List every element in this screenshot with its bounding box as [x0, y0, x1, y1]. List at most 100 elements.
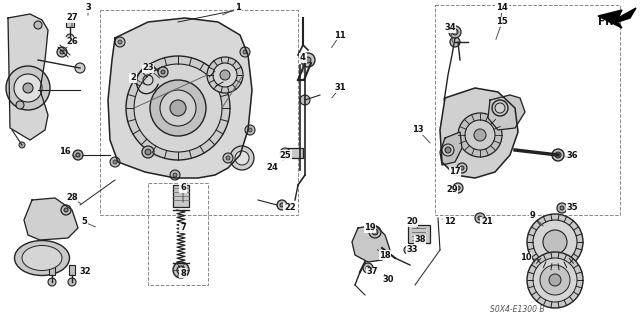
Circle shape — [543, 230, 567, 254]
Circle shape — [240, 47, 250, 57]
Circle shape — [226, 156, 230, 160]
Circle shape — [220, 70, 230, 80]
Circle shape — [173, 173, 177, 177]
Circle shape — [457, 163, 467, 173]
Circle shape — [160, 90, 196, 126]
Text: 37: 37 — [366, 268, 378, 277]
Ellipse shape — [22, 246, 62, 271]
Circle shape — [230, 146, 254, 170]
Circle shape — [300, 95, 310, 105]
Circle shape — [245, 125, 255, 135]
Circle shape — [527, 252, 583, 308]
Circle shape — [66, 34, 74, 42]
Circle shape — [73, 150, 83, 160]
Text: 20: 20 — [406, 218, 418, 226]
Circle shape — [243, 50, 247, 54]
Text: 27: 27 — [66, 13, 78, 23]
Text: 7: 7 — [180, 224, 186, 233]
Circle shape — [213, 63, 237, 87]
Circle shape — [560, 206, 564, 210]
Text: 34: 34 — [444, 24, 456, 33]
Circle shape — [465, 120, 495, 150]
Circle shape — [366, 266, 370, 270]
Circle shape — [533, 258, 577, 302]
Circle shape — [158, 67, 168, 77]
Circle shape — [64, 208, 68, 212]
Circle shape — [68, 278, 76, 286]
Text: 28: 28 — [66, 194, 78, 203]
Circle shape — [48, 278, 56, 286]
Circle shape — [456, 186, 460, 190]
Polygon shape — [488, 95, 525, 130]
Circle shape — [34, 21, 42, 29]
Circle shape — [223, 153, 233, 163]
Text: 17: 17 — [449, 167, 461, 176]
Circle shape — [453, 183, 463, 193]
Circle shape — [113, 160, 117, 164]
Circle shape — [305, 57, 311, 63]
Bar — [66, 22, 74, 27]
Text: 3: 3 — [85, 4, 91, 12]
Text: 25: 25 — [279, 151, 291, 160]
Circle shape — [540, 265, 570, 295]
Circle shape — [478, 216, 482, 220]
Circle shape — [16, 101, 24, 109]
Circle shape — [404, 246, 412, 254]
Polygon shape — [108, 18, 252, 178]
Bar — [148, 183, 208, 285]
Text: 5: 5 — [81, 218, 87, 226]
Circle shape — [118, 40, 122, 44]
Bar — [435, 5, 620, 215]
Ellipse shape — [15, 241, 70, 276]
Circle shape — [474, 129, 486, 141]
Circle shape — [495, 103, 505, 113]
Circle shape — [533, 220, 577, 264]
Text: S0X4-E1300 B: S0X4-E1300 B — [490, 306, 545, 315]
Circle shape — [552, 149, 564, 161]
Text: 35: 35 — [566, 204, 578, 212]
Circle shape — [115, 37, 125, 47]
Polygon shape — [440, 132, 462, 165]
Circle shape — [475, 213, 485, 223]
Circle shape — [277, 200, 287, 210]
Circle shape — [460, 166, 464, 170]
Text: 30: 30 — [382, 276, 394, 285]
Bar — [173, 185, 189, 207]
Circle shape — [60, 50, 64, 54]
Bar — [408, 225, 430, 243]
Circle shape — [235, 151, 249, 165]
Circle shape — [134, 64, 222, 152]
Text: 2: 2 — [130, 73, 136, 83]
Circle shape — [170, 100, 186, 116]
Text: FR.: FR. — [598, 17, 618, 27]
Text: 22: 22 — [284, 204, 296, 212]
Polygon shape — [598, 8, 636, 28]
Circle shape — [76, 153, 80, 157]
Text: 19: 19 — [364, 224, 376, 233]
Text: 13: 13 — [412, 125, 424, 135]
Circle shape — [445, 147, 451, 153]
Circle shape — [126, 56, 230, 160]
Circle shape — [161, 70, 165, 74]
Circle shape — [557, 203, 567, 213]
Circle shape — [363, 263, 373, 273]
Text: 29: 29 — [446, 186, 458, 195]
Circle shape — [6, 66, 50, 110]
Text: 10: 10 — [520, 254, 532, 263]
Text: 1: 1 — [235, 4, 241, 12]
Circle shape — [280, 203, 284, 207]
Circle shape — [57, 47, 67, 57]
Text: 26: 26 — [66, 38, 78, 47]
Circle shape — [458, 113, 502, 157]
Text: 24: 24 — [266, 164, 278, 173]
Circle shape — [61, 205, 71, 215]
Circle shape — [442, 144, 454, 156]
Text: 36: 36 — [566, 151, 578, 160]
Polygon shape — [352, 225, 390, 262]
Circle shape — [14, 74, 42, 102]
Polygon shape — [8, 14, 48, 140]
Text: 8: 8 — [180, 269, 186, 278]
Circle shape — [549, 274, 561, 286]
Text: 33: 33 — [406, 246, 418, 255]
Circle shape — [23, 83, 33, 93]
